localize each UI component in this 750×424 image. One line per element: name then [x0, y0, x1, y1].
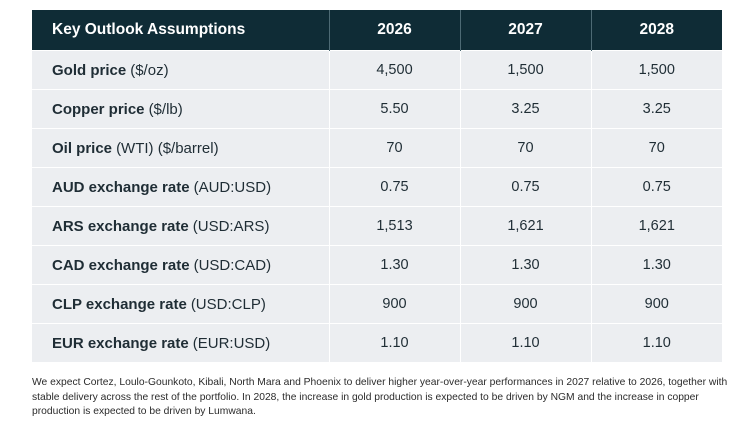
header-year-2026: 2026 [328, 10, 460, 51]
row-label-unit: (WTI) ($/barrel) [116, 139, 219, 157]
header-year-2027: 2027 [459, 10, 591, 51]
footnote-text: We expect Cortez, Loulo-Gounkoto, Kibali… [32, 377, 728, 417]
row-label-unit: (USD:ARS) [192, 217, 270, 235]
row-label: CLP exchange rate (USD:CLP) [32, 284, 329, 324]
row-label-unit: (USD:CAD) [193, 256, 272, 274]
cell-2028: 3.25 [590, 89, 722, 129]
cell-2028: 900 [590, 284, 722, 324]
cell-2026: 1.10 [328, 323, 460, 362]
row-label-name: ARS exchange rate [52, 217, 189, 235]
row-label-name: CAD exchange rate [52, 256, 190, 274]
header-row: Key Outlook Assumptions 2026 2027 2028 [32, 10, 722, 51]
cell-2027: 1,500 [459, 50, 591, 90]
header-year-2028: 2028 [590, 10, 722, 51]
row-label: ARS exchange rate (USD:ARS) [32, 206, 329, 246]
table-row-copper-price: Copper price ($/lb) 5.50 3.25 3.25 [32, 89, 722, 129]
outlook-assumptions-table: Key Outlook Assumptions 2026 2027 2028 G… [32, 10, 722, 362]
row-label-name: Gold price [52, 61, 127, 79]
row-label: Gold price ($/oz) [32, 50, 329, 90]
row-label-unit: ($/lb) [148, 100, 183, 118]
cell-2027: 900 [459, 284, 591, 324]
row-label-name: CLP exchange rate [52, 295, 187, 313]
cell-2027: 3.25 [459, 89, 591, 129]
cell-2027: 70 [459, 128, 591, 168]
table-row-aud-exchange-rate: AUD exchange rate (AUD:USD) 0.75 0.75 0.… [32, 167, 722, 207]
row-label-unit: (AUD:USD) [193, 178, 272, 196]
cell-2028: 1.10 [590, 323, 722, 362]
table-row-ars-exchange-rate: ARS exchange rate (USD:ARS) 1,513 1,621 … [32, 206, 722, 246]
row-label: Oil price (WTI) ($/barrel) [32, 128, 329, 168]
cell-2028: 1.30 [590, 245, 722, 285]
table-row-eur-exchange-rate: EUR exchange rate (EUR:USD) 1.10 1.10 1.… [32, 323, 722, 362]
cell-2028: 1,621 [590, 206, 722, 246]
table-row-clp-exchange-rate: CLP exchange rate (USD:CLP) 900 900 900 [32, 284, 722, 324]
header-title: Key Outlook Assumptions [32, 10, 329, 51]
table-row-gold-price: Gold price ($/oz) 4,500 1,500 1,500 [32, 50, 722, 90]
row-label-name: Copper price [52, 100, 145, 118]
row-label-unit: (EUR:USD) [192, 334, 271, 352]
row-label: AUD exchange rate (AUD:USD) [32, 167, 329, 207]
table-row-oil-price: Oil price (WTI) ($/barrel) 70 70 70 [32, 128, 722, 168]
cell-2026: 1,513 [328, 206, 460, 246]
row-label-name: EUR exchange rate [52, 334, 189, 352]
table-row-cad-exchange-rate: CAD exchange rate (USD:CAD) 1.30 1.30 1.… [32, 245, 722, 285]
cell-2026: 70 [328, 128, 460, 168]
row-label-name: AUD exchange rate [52, 178, 190, 196]
row-label-unit: (USD:CLP) [190, 295, 266, 313]
cell-2028: 1,500 [590, 50, 722, 90]
row-label: CAD exchange rate (USD:CAD) [32, 245, 329, 285]
cell-2026: 4,500 [328, 50, 460, 90]
row-label: Copper price ($/lb) [32, 89, 329, 129]
cell-2026: 0.75 [328, 167, 460, 207]
outlook-assumptions-table-container: Key Outlook Assumptions 2026 2027 2028 G… [32, 10, 722, 362]
row-label-name: Oil price [52, 139, 113, 157]
cell-2027: 1,621 [459, 206, 591, 246]
table-header: Key Outlook Assumptions 2026 2027 2028 [32, 10, 722, 51]
cell-2027: 1.10 [459, 323, 591, 362]
cell-2027: 0.75 [459, 167, 591, 207]
cell-2026: 1.30 [328, 245, 460, 285]
row-label-unit: ($/oz) [130, 61, 169, 79]
cell-2028: 70 [590, 128, 722, 168]
cell-2028: 0.75 [590, 167, 722, 207]
row-label: EUR exchange rate (EUR:USD) [32, 323, 329, 362]
cell-2027: 1.30 [459, 245, 591, 285]
cell-2026: 900 [328, 284, 460, 324]
table-body: Gold price ($/oz) 4,500 1,500 1,500 Copp… [32, 50, 722, 362]
cell-2026: 5.50 [328, 89, 460, 129]
